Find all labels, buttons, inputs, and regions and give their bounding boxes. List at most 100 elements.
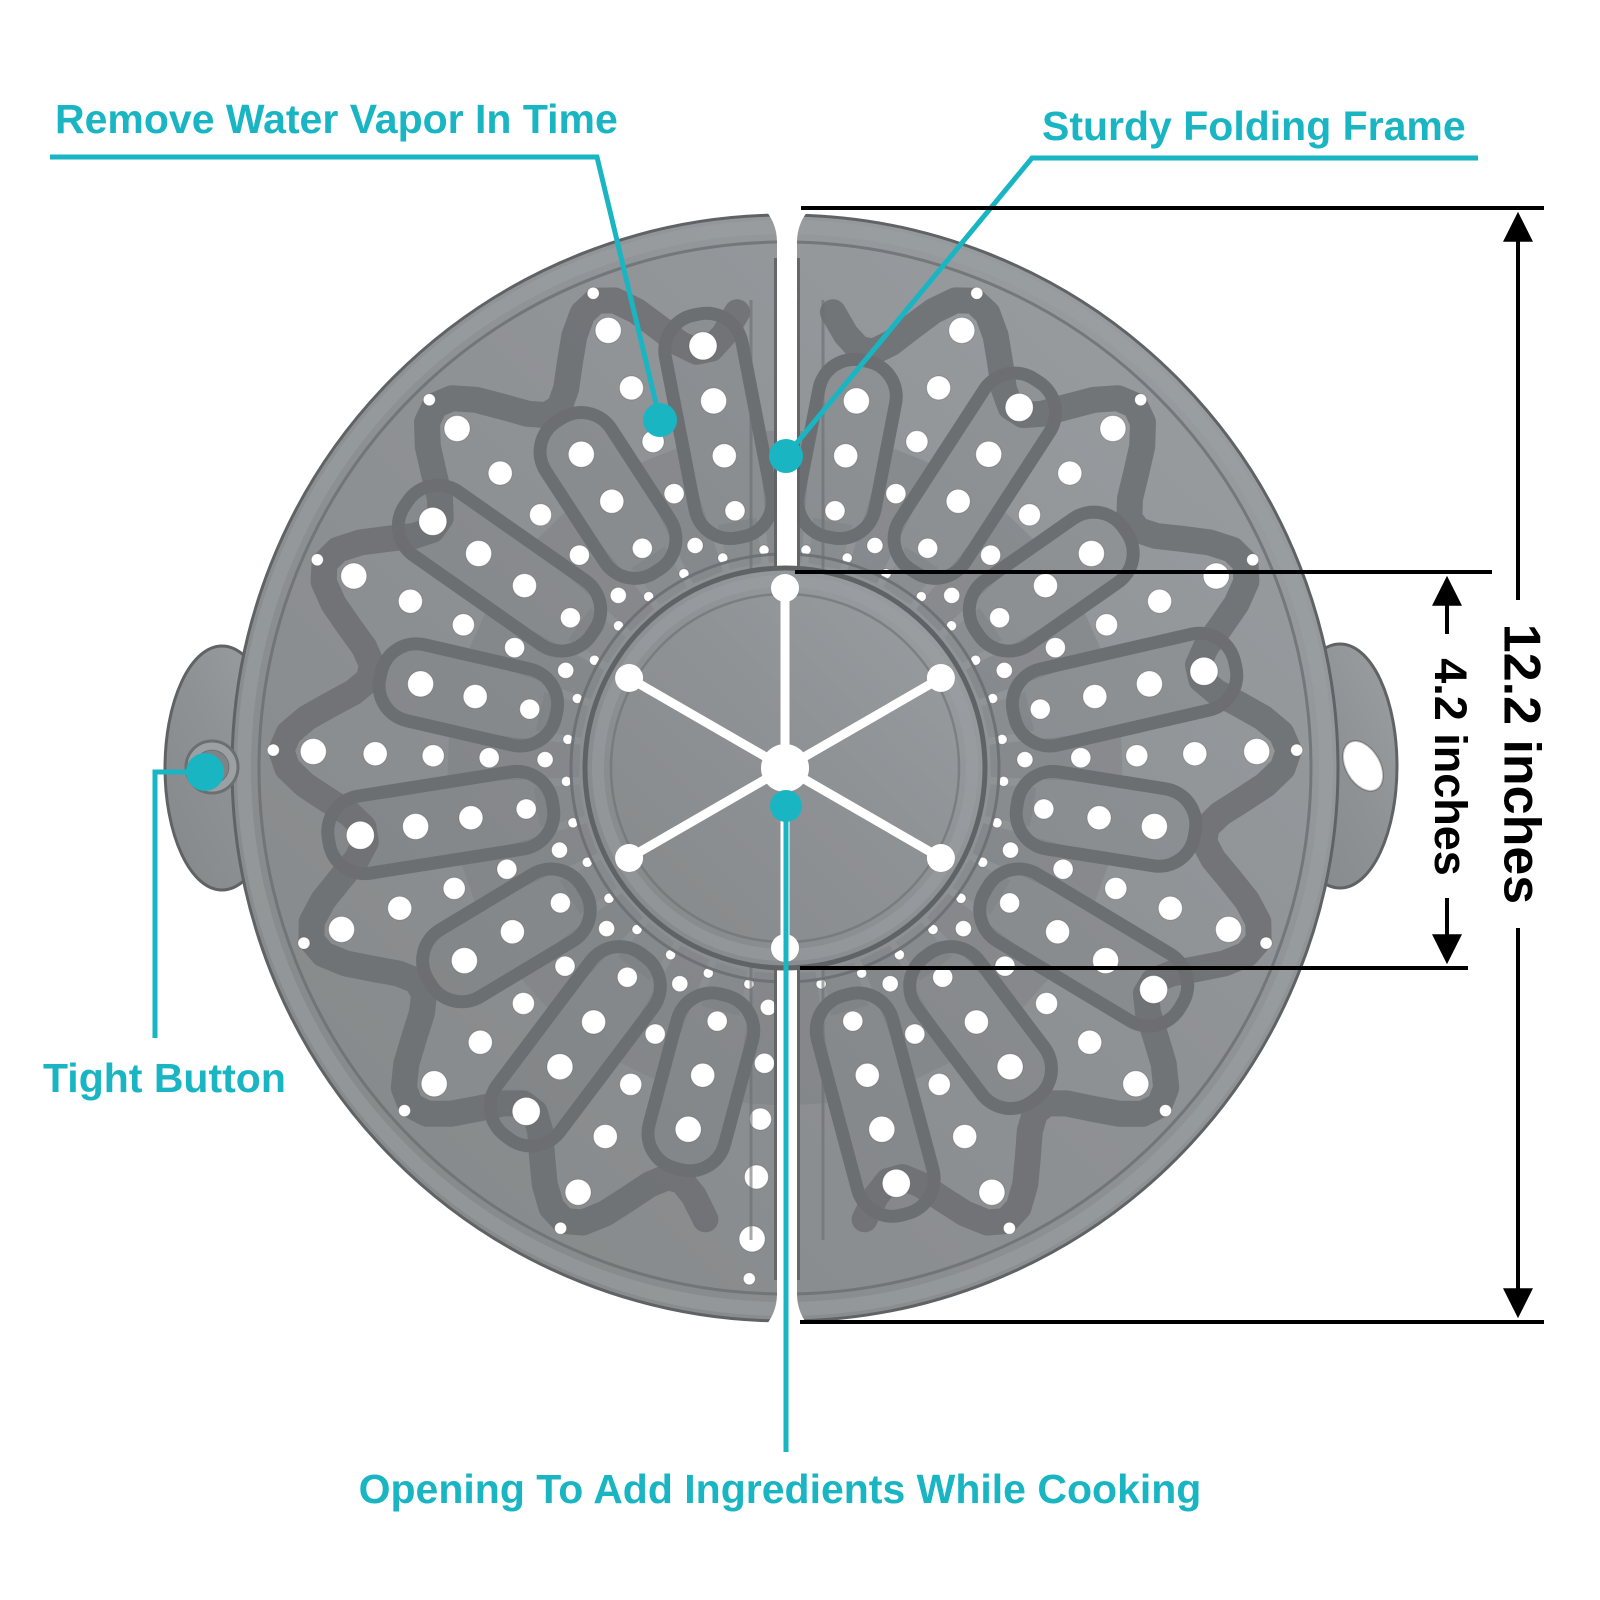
steam-hole (1045, 919, 1071, 945)
steam-hole (1044, 637, 1066, 659)
steam-hole (496, 858, 518, 880)
steam-hole (442, 876, 466, 900)
callout-sturdy-folding-frame: Sturdy Folding Frame (769, 103, 1478, 473)
steam-hole (266, 743, 280, 757)
steam-hole (421, 744, 445, 768)
callout-line (784, 155, 1478, 458)
steam-hole (450, 947, 478, 975)
steam-hole (467, 1029, 493, 1055)
steam-hole (1139, 975, 1169, 1004)
steam-hole (631, 537, 653, 559)
steam-hole (581, 1009, 607, 1035)
steam-hole (1134, 393, 1148, 407)
callout-label-tight-button: Tight Button (43, 1055, 286, 1101)
callout-dot (770, 790, 802, 822)
steam-hole (340, 562, 368, 590)
steam-hole (1002, 1221, 1016, 1235)
steam-hole (465, 540, 493, 567)
petal (809, 986, 941, 1223)
petal (658, 306, 777, 546)
steam-hole (1029, 698, 1051, 720)
callout-label-frame: Sturdy Folding Frame (1042, 103, 1466, 149)
steam-hole (774, 405, 796, 427)
steam-hole (1104, 876, 1128, 900)
steam-hole (1052, 858, 1074, 880)
steam-hole (927, 1072, 951, 1096)
rim-groove (797, 240, 1313, 1296)
dimension-label-inner: 4.2 inches (1425, 658, 1476, 876)
star-slit (780, 673, 946, 773)
steam-hole (866, 537, 884, 554)
steam-hole (980, 544, 1002, 566)
star-slit (624, 763, 790, 863)
steam-hole (397, 588, 423, 614)
steam-hole (975, 440, 1003, 468)
steam-hole (310, 553, 324, 567)
steam-hole (1095, 613, 1119, 637)
steam-hole (564, 1178, 592, 1206)
rim-groove (257, 240, 777, 1296)
callout-tight-button: Tight Button (43, 753, 286, 1101)
steam-hole (1077, 1029, 1103, 1055)
steam-hole (779, 250, 791, 262)
steam-hole (1147, 588, 1173, 614)
steam-hole (1140, 813, 1168, 840)
steam-hole (418, 506, 448, 536)
steam-hole (1004, 392, 1034, 422)
petal (321, 764, 561, 881)
steam-hole (402, 813, 430, 840)
inner-notch-ring (797, 552, 1001, 984)
callout-label-vapor: Remove Water Vapor In Time (55, 96, 618, 142)
callout-opening: Opening To Add Ingredients While Cooking (359, 790, 1201, 1512)
steam-hole (519, 698, 541, 720)
steam-hole (842, 1010, 864, 1032)
steam-hole (881, 1168, 911, 1198)
steam-hole (511, 992, 535, 1015)
steam-hole (554, 955, 576, 977)
steam-hole (594, 316, 622, 344)
steam-hole (688, 331, 718, 361)
star-slit (780, 763, 946, 863)
steam-hole (487, 460, 513, 486)
steam-hole (362, 741, 388, 767)
steam-hole (1135, 670, 1163, 698)
steam-hole (954, 920, 972, 938)
steam-hole (1290, 743, 1304, 757)
steam-hole (1122, 1070, 1150, 1098)
steam-hole (297, 936, 311, 950)
steam-hole (926, 375, 952, 401)
steam-hole (743, 1164, 769, 1190)
steam-hole (1125, 744, 1149, 768)
steam-hole (1086, 805, 1112, 831)
steam-hole (499, 919, 525, 945)
steam-hole (904, 1023, 926, 1045)
steam-hole (742, 1272, 756, 1286)
steam-hole (559, 607, 581, 629)
steam-hole (724, 500, 746, 522)
petal (1005, 626, 1244, 753)
steam-hole (1182, 741, 1208, 767)
steam-hole (299, 738, 327, 765)
steam-hole (854, 1062, 880, 1088)
steam-hole (1018, 503, 1041, 527)
splatter-guard-product (163, 213, 1399, 1323)
star-slit-end-hole (926, 844, 955, 872)
steam-hole (711, 443, 737, 469)
steam-hole (546, 1053, 574, 1081)
steam-hole (515, 798, 537, 820)
steam-hole (451, 613, 475, 637)
steam-hole (557, 661, 575, 679)
dimension-label-overall: 12.2 inches (1492, 624, 1550, 904)
steam-hole (824, 500, 846, 522)
steam-hole (1159, 1104, 1172, 1118)
star-center-opening (761, 744, 809, 792)
steam-hole (932, 966, 954, 988)
steam-hole (328, 915, 355, 943)
star-slit-end-hole (771, 574, 799, 602)
steam-hole (609, 586, 627, 604)
steam-hole (592, 1124, 618, 1149)
steam-hole (422, 393, 436, 407)
steam-hole (686, 537, 704, 554)
steam-hole (759, 998, 777, 1016)
